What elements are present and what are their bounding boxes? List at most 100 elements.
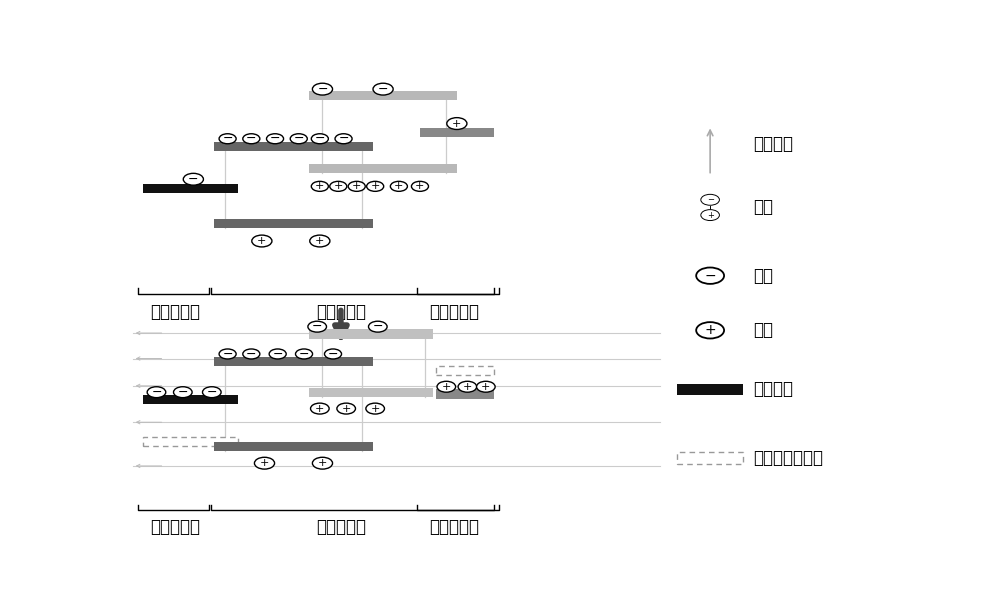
Text: −: − [338, 132, 349, 145]
Text: +: + [341, 404, 351, 414]
Text: +: + [452, 119, 462, 129]
Circle shape [369, 321, 387, 332]
Circle shape [696, 268, 724, 284]
Circle shape [308, 321, 326, 332]
Bar [143, 395, 238, 404]
Circle shape [296, 349, 313, 359]
Text: −: − [317, 83, 328, 96]
Bar [420, 128, 494, 137]
Text: 能级结构: 能级结构 [753, 381, 793, 398]
Bar [436, 366, 494, 375]
Text: +: + [415, 181, 425, 191]
Text: −: − [188, 173, 199, 186]
Text: +: + [315, 404, 325, 414]
Bar [214, 357, 373, 366]
Circle shape [147, 387, 166, 398]
Text: −: − [246, 348, 257, 361]
Circle shape [311, 403, 329, 414]
Text: 空穴传输层: 空穴传输层 [429, 303, 479, 321]
Text: 电子传输层: 电子传输层 [150, 303, 200, 321]
Text: −: − [178, 386, 188, 399]
Bar [309, 388, 433, 397]
Circle shape [411, 181, 428, 191]
Text: −: − [299, 348, 309, 361]
Text: 电子: 电子 [753, 267, 773, 285]
Bar [309, 91, 457, 100]
Circle shape [219, 349, 236, 359]
Circle shape [243, 349, 260, 359]
Circle shape [348, 181, 365, 191]
Circle shape [696, 322, 724, 339]
Text: −: − [222, 348, 233, 361]
Circle shape [310, 235, 330, 247]
Circle shape [269, 349, 286, 359]
Circle shape [477, 381, 495, 392]
Bar [214, 219, 373, 228]
Circle shape [254, 457, 275, 469]
Circle shape [367, 181, 384, 191]
Bar [214, 442, 373, 452]
Text: −: − [207, 386, 217, 399]
Text: −: − [294, 132, 304, 145]
Circle shape [290, 134, 307, 144]
Bar [309, 329, 433, 339]
Text: −: − [272, 348, 283, 361]
Text: −: − [704, 269, 716, 282]
Text: −: − [373, 320, 383, 333]
Text: +: + [352, 181, 361, 191]
Circle shape [202, 387, 221, 398]
Text: +: + [704, 323, 716, 337]
Text: −: − [707, 195, 714, 204]
Text: +: + [394, 181, 404, 191]
Text: 有机活性层: 有机活性层 [316, 518, 366, 536]
Bar [143, 184, 238, 193]
Circle shape [174, 387, 192, 398]
Text: 有机活性层: 有机活性层 [316, 303, 366, 321]
Bar [436, 389, 494, 398]
Text: +: + [370, 404, 380, 414]
Circle shape [701, 194, 719, 205]
Bar [677, 384, 743, 395]
Circle shape [311, 181, 328, 191]
Text: +: + [463, 382, 472, 392]
Circle shape [252, 235, 272, 247]
Bar [677, 452, 743, 464]
Circle shape [183, 173, 203, 185]
Text: 掺杂前能级结构: 掺杂前能级结构 [753, 449, 823, 467]
Text: 空穴传输层: 空穴传输层 [429, 518, 479, 536]
Text: +: + [318, 458, 327, 468]
Circle shape [337, 403, 355, 414]
Text: −: − [270, 132, 280, 145]
Text: +: + [334, 181, 343, 191]
Circle shape [312, 457, 333, 469]
Circle shape [437, 381, 456, 392]
Circle shape [330, 181, 347, 191]
Circle shape [267, 134, 284, 144]
Text: +: + [370, 181, 380, 191]
Bar [143, 437, 238, 446]
Text: 激子: 激子 [753, 199, 773, 216]
Circle shape [366, 403, 384, 414]
Circle shape [373, 83, 393, 95]
Text: +: + [707, 210, 714, 220]
Bar [309, 164, 457, 173]
Text: −: − [378, 83, 388, 96]
Text: +: + [257, 236, 267, 246]
Text: −: − [151, 386, 162, 399]
Text: +: + [442, 382, 451, 392]
Circle shape [701, 210, 719, 220]
Text: +: + [260, 458, 269, 468]
Circle shape [243, 134, 260, 144]
Text: −: − [222, 132, 233, 145]
Circle shape [335, 134, 352, 144]
Circle shape [219, 134, 236, 144]
Text: 空穴: 空穴 [753, 322, 773, 339]
Text: −: − [312, 320, 322, 333]
Text: −: − [246, 132, 257, 145]
Circle shape [311, 134, 328, 144]
Text: 电子传输层: 电子传输层 [150, 518, 200, 536]
Text: +: + [481, 382, 491, 392]
Bar [214, 142, 373, 151]
Circle shape [324, 349, 342, 359]
Circle shape [447, 118, 467, 129]
